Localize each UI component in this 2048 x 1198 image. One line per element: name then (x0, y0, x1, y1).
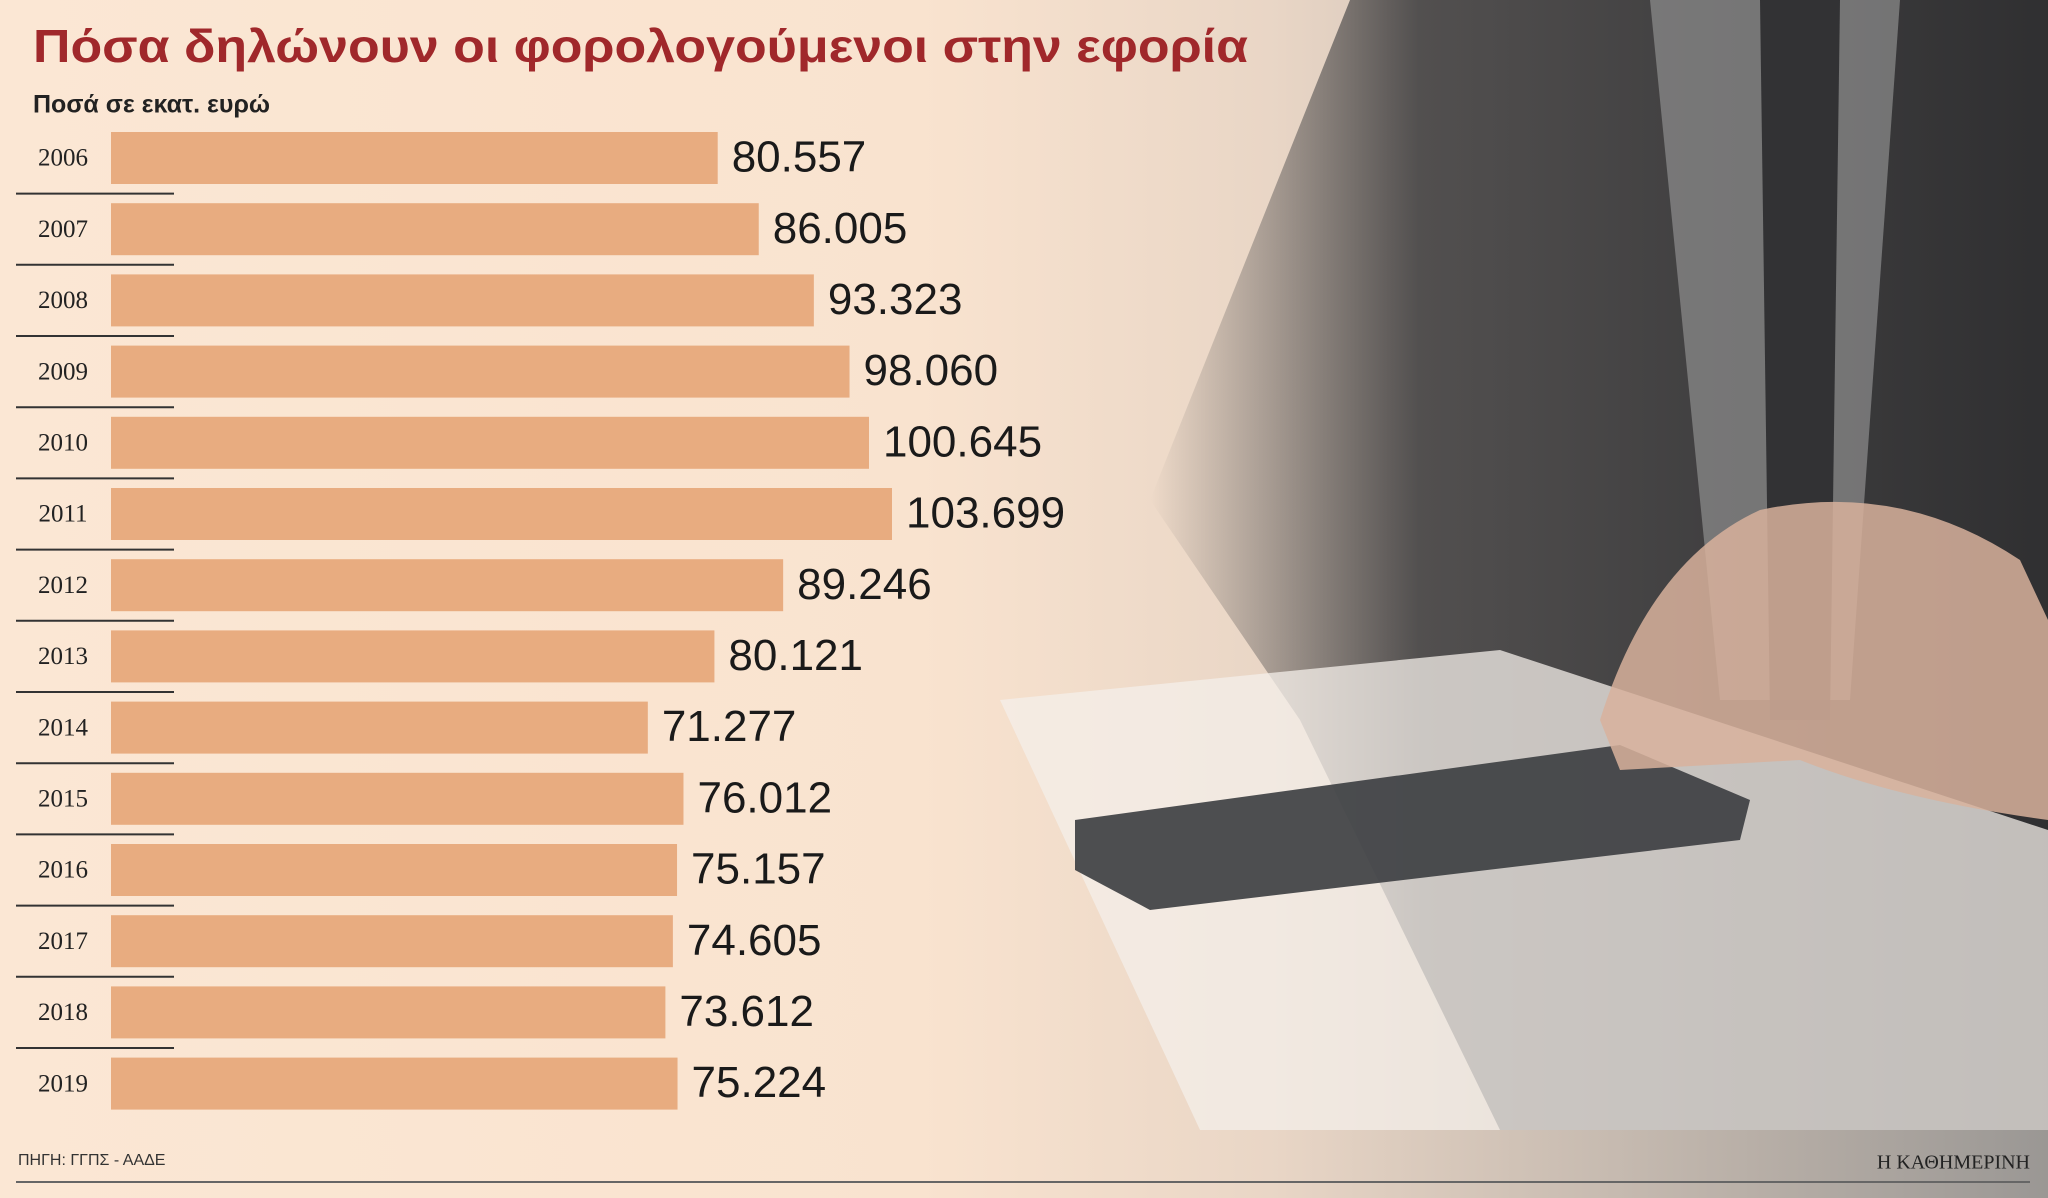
y-tick-label: 2011 (38, 501, 87, 528)
value-label: 80.557 (732, 133, 867, 182)
value-label: 100.645 (883, 417, 1042, 466)
bar (111, 701, 648, 754)
value-label: 98.060 (864, 346, 999, 395)
bar (111, 488, 892, 540)
bar (111, 772, 684, 825)
value-label: 93.323 (828, 275, 963, 324)
y-tick-label: 2014 (38, 714, 89, 741)
value-label: 75.157 (691, 845, 826, 894)
photo-calculator (1075, 745, 1750, 910)
bar (111, 274, 814, 327)
value-label: 76.012 (697, 773, 832, 822)
bar (111, 416, 869, 469)
value-label: 75.224 (692, 1058, 827, 1107)
value-label: 74.605 (687, 916, 822, 965)
bar (111, 1057, 678, 1110)
y-tick-label: 2012 (38, 572, 88, 599)
bar (111, 844, 678, 896)
bar (111, 132, 718, 184)
bar (111, 630, 715, 683)
y-tick-label: 2019 (38, 1070, 88, 1097)
value-label: 86.005 (773, 204, 908, 253)
chart-title: Πόσα δηλώνουν οι φορολογούμενοι στην εφο… (33, 20, 1248, 72)
y-tick-label: 2015 (38, 786, 88, 813)
y-tick-label: 2009 (38, 358, 88, 385)
photo-hand (1600, 501, 2048, 820)
y-tick-label: 2008 (38, 287, 88, 314)
y-tick-label: 2010 (38, 430, 88, 457)
value-label: 103.699 (906, 489, 1065, 538)
y-tick-label: 2018 (38, 999, 88, 1026)
value-label: 80.121 (728, 631, 863, 680)
y-tick-label: 2017 (38, 928, 88, 955)
bar (111, 559, 784, 612)
value-label: 89.246 (797, 560, 932, 609)
bar (111, 986, 666, 1039)
bar (111, 915, 673, 968)
photo-paper (1000, 650, 2048, 1130)
bar (111, 203, 759, 256)
chart-subtitle: Ποσά σε εκατ. ευρώ (33, 91, 270, 119)
y-tick-label: 2006 (38, 145, 88, 172)
publisher: Η ΚΑΘΗΜΕΡΙΝΗ (1877, 1152, 2030, 1174)
bar (111, 345, 850, 398)
y-tick-label: 2007 (38, 216, 88, 243)
y-tick-label: 2013 (38, 643, 88, 670)
y-tick-label: 2016 (38, 857, 88, 884)
value-label: 71.277 (662, 702, 797, 751)
value-label: 73.612 (679, 987, 814, 1036)
source: ΠΗΓΗ: ΓΓΠΣ - ΑΑΔΕ (18, 1152, 165, 1169)
